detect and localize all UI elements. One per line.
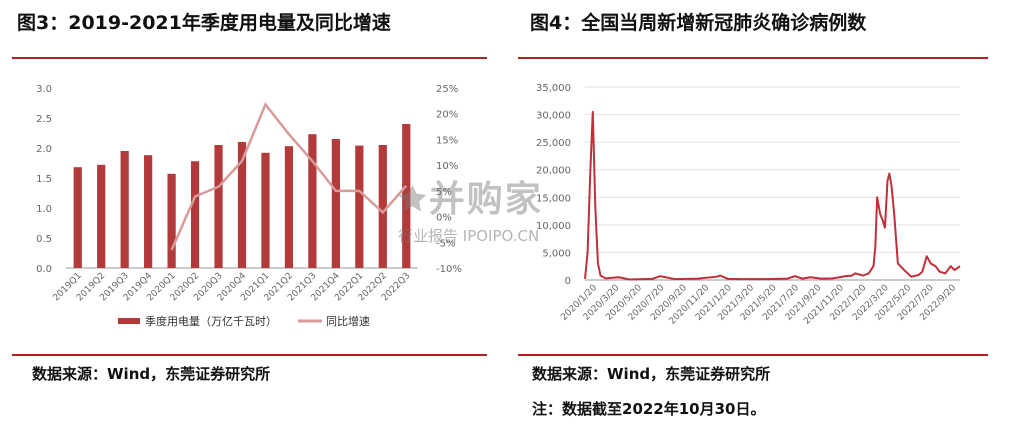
y-left-tick-label: 3.0 [36, 84, 52, 95]
right-chart-title: 图4：全国当周新增新冠肺炎确诊病例数 [530, 12, 867, 34]
right-title-rule [518, 57, 988, 59]
right-source: 数据来源：Wind，东莞证券研究所 [532, 365, 771, 383]
left-title-rule [12, 57, 487, 59]
y-right-tick-label: -10% [436, 264, 462, 275]
bar-2022Q3 [402, 124, 411, 268]
y-tick-label: 15,000 [536, 193, 571, 204]
right-source-rule [518, 354, 988, 356]
bar-2022Q2 [378, 145, 387, 268]
cases-line [584, 110, 961, 281]
legend-line-label: 同比增速 [326, 314, 370, 328]
legend-bar-label: 季度用电量（万亿千瓦时） [145, 314, 277, 328]
left-chart-title: 图3：2019-2021年季度用电量及同比增速 [17, 12, 391, 34]
y-right-tick-label: 20% [436, 110, 458, 121]
y-left-tick-label: 0.5 [36, 234, 52, 245]
y-right-tick-label: 5% [436, 187, 452, 198]
bar-2019Q4 [144, 155, 153, 268]
y-tick-label: 20,000 [536, 166, 571, 177]
left-source: 数据来源：Wind，东莞证券研究所 [32, 365, 271, 383]
bar-2021Q2 [284, 146, 294, 268]
y-right-tick-label: 15% [436, 135, 458, 146]
bar-2021Q1 [261, 152, 270, 268]
y-tick-label: 30,000 [536, 111, 571, 122]
y-tick-label: 0 [565, 276, 571, 287]
legend-bar-swatch [118, 318, 140, 324]
bar-2020Q1 [167, 173, 176, 268]
y-right-tick-label: 10% [436, 161, 458, 172]
bar-2020Q2 [190, 161, 200, 268]
left-source-rule [12, 354, 487, 356]
y-left-tick-label: 2.0 [36, 144, 52, 155]
y-tick-label: 10,000 [536, 221, 571, 232]
bar-2021Q3 [308, 134, 317, 268]
left-chart: 0.0 0.5 1.0 1.5 2.0 2.5 3.0 -10% -5% 0% 5% 10% 15% 20… [36, 84, 462, 328]
y-tick-label: 35,000 [536, 83, 571, 94]
y-tick-label: 5,000 [542, 248, 571, 259]
y-left-tick-label: 0.0 [36, 264, 52, 275]
yoy-growth-line [170, 102, 408, 251]
bar-2020Q3 [214, 145, 223, 268]
y-left-tick-label: 1.0 [36, 204, 52, 215]
bar-2021Q4 [331, 139, 340, 268]
y-right-tick-label: 0% [436, 213, 452, 224]
y-tick-label: 25,000 [536, 138, 571, 149]
y-right-tick-label: -5% [436, 238, 455, 249]
bar-2019Q3 [120, 151, 129, 268]
right-chart: 0 5,000 10,000 15,000 20,000 25,000 30,000 35,0… [536, 83, 961, 327]
y-right-tick-label: 25% [436, 84, 458, 95]
y-left-tick-label: 1.5 [36, 174, 52, 185]
right-note: 注：数据截至2022年10月30日。 [532, 400, 766, 418]
bar-2019Q2 [97, 164, 106, 268]
bar-2020Q4 [237, 142, 247, 268]
bar-2019Q1 [73, 167, 82, 268]
y-left-tick-label: 2.5 [36, 114, 52, 125]
bar-2022Q1 [355, 145, 364, 268]
